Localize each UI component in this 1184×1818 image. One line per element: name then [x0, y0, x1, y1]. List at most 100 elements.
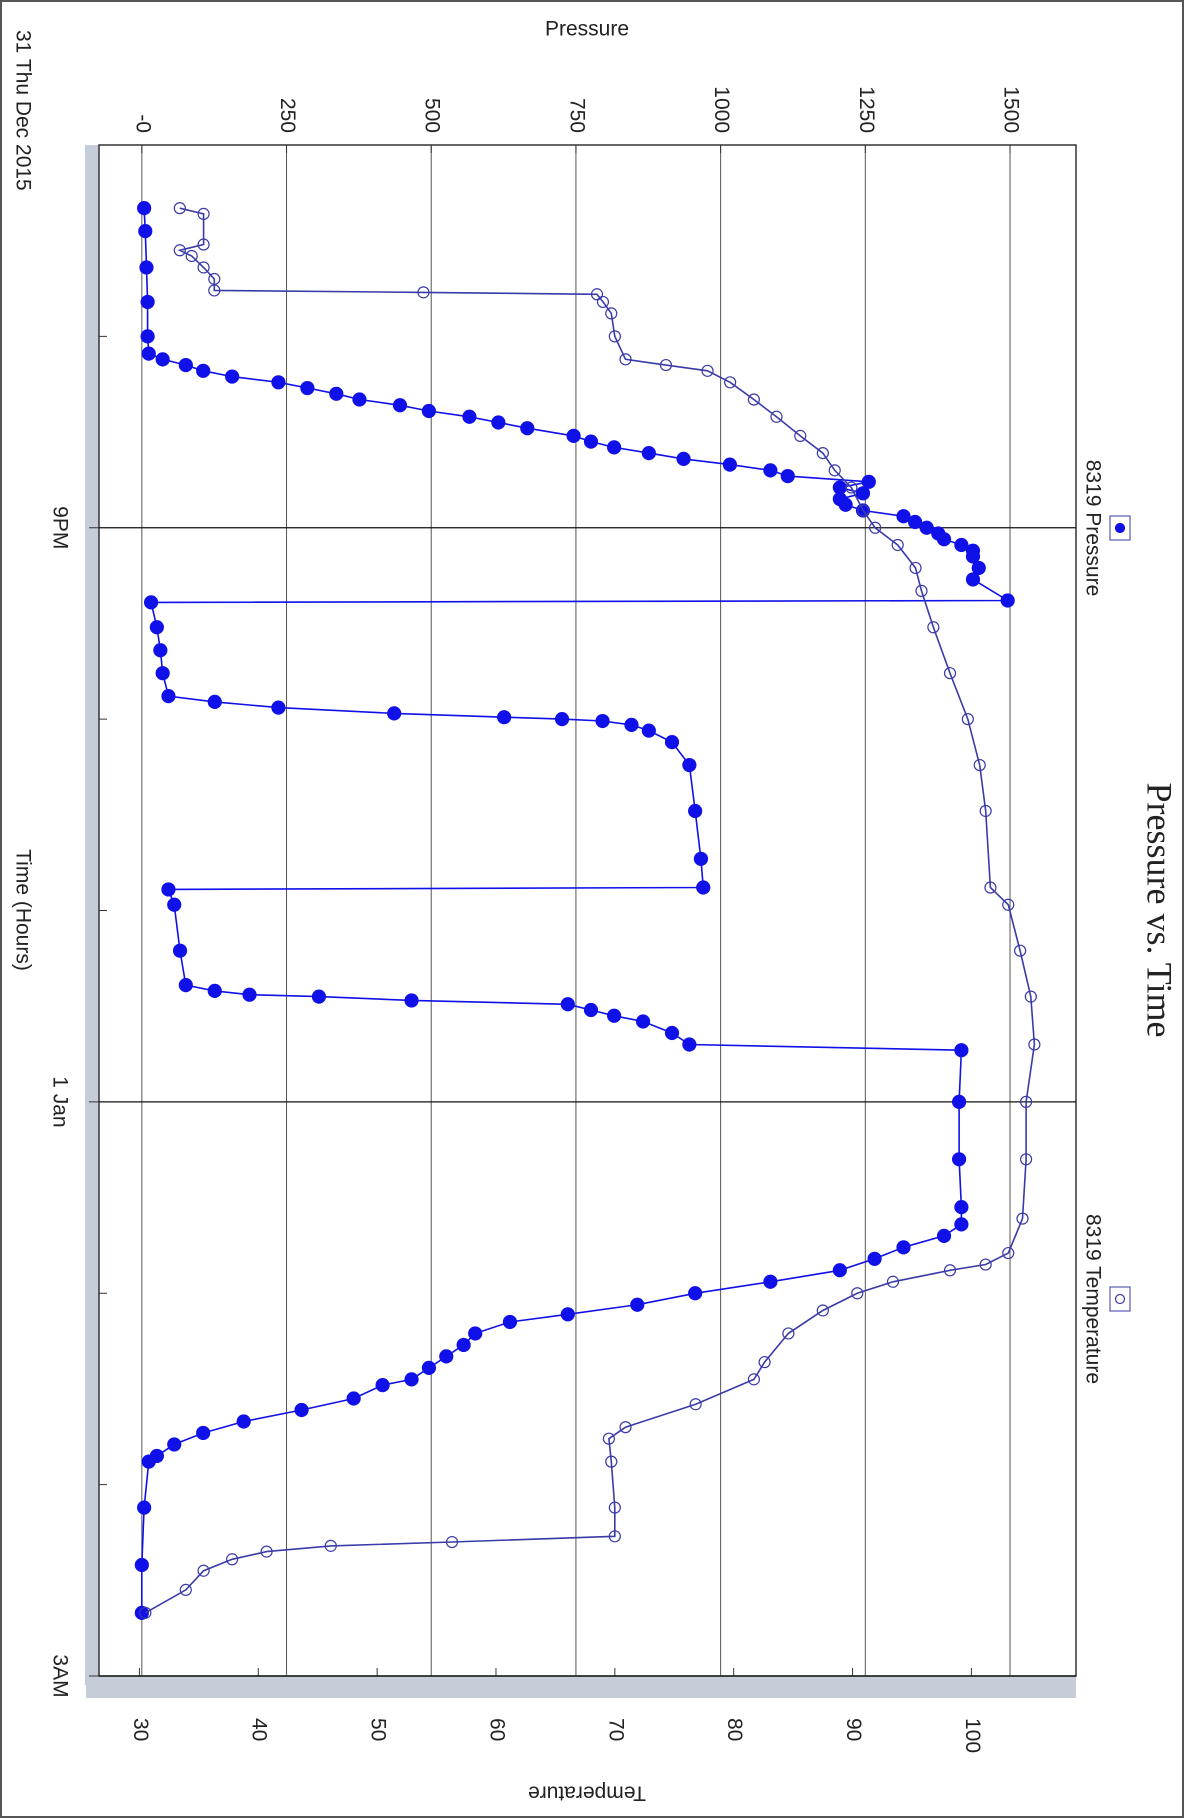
data-point — [943, 667, 957, 680]
data-point — [886, 1275, 900, 1288]
data-point — [161, 882, 176, 897]
y-tick-label: -0 — [131, 114, 154, 133]
data-point — [1000, 593, 1015, 608]
legend-marker — [1114, 1293, 1126, 1305]
data-point — [816, 1304, 829, 1317]
data-point — [1019, 1153, 1033, 1166]
legend-box — [1109, 1286, 1131, 1312]
data-point — [155, 666, 170, 681]
data-point — [172, 943, 188, 958]
data-point — [149, 620, 164, 635]
data-point — [242, 987, 257, 1002]
data-point — [896, 1240, 911, 1255]
data-point — [602, 1432, 615, 1445]
data-point — [226, 1553, 239, 1566]
data-point — [178, 978, 193, 993]
data-point — [607, 1008, 622, 1023]
data-point — [701, 364, 714, 377]
data-point — [375, 1378, 390, 1393]
x-axis-title: Time (Hours) — [11, 849, 34, 971]
data-point — [688, 1286, 703, 1301]
data-point — [421, 1360, 437, 1375]
data-point — [867, 1251, 882, 1266]
data-point — [329, 386, 344, 401]
data-point — [260, 1545, 273, 1558]
data-point — [682, 1037, 697, 1052]
data-point — [468, 1326, 483, 1341]
data-point — [747, 1373, 760, 1386]
data-point — [497, 710, 512, 725]
data-point — [196, 1425, 211, 1441]
data-point — [185, 249, 198, 263]
data-point — [961, 713, 974, 726]
data-point — [236, 1414, 251, 1429]
data-point — [936, 532, 952, 547]
data-point — [861, 474, 876, 489]
y-tick-label: 750 — [565, 98, 588, 133]
data-point — [197, 207, 210, 220]
data-point — [324, 1539, 337, 1552]
data-point — [445, 1535, 459, 1549]
data-point — [560, 1307, 575, 1322]
y-tick-label: 1250 — [855, 86, 878, 133]
data-point — [207, 694, 222, 710]
data-point — [936, 1228, 952, 1243]
data-point — [134, 1605, 149, 1620]
data-point — [596, 295, 610, 309]
y2-tick-label: 60 — [485, 1718, 508, 1741]
data-point — [845, 481, 858, 494]
data-point — [954, 1043, 969, 1058]
legend-label: 8319 Temperature — [1081, 1214, 1104, 1384]
data-point — [722, 457, 737, 472]
data-point — [608, 1501, 621, 1514]
y2-tick-label: 40 — [248, 1718, 271, 1741]
data-point — [954, 1200, 969, 1215]
data-point — [689, 1398, 702, 1411]
data-point — [608, 1530, 621, 1543]
data-point — [456, 1337, 471, 1353]
data-point — [951, 1094, 967, 1109]
data-point — [635, 1014, 651, 1029]
y2-tick-label: 80 — [723, 1718, 746, 1741]
data-point — [583, 1002, 599, 1018]
data-point — [630, 1297, 645, 1312]
data-point — [352, 392, 367, 407]
data-point — [927, 621, 940, 634]
data-point — [838, 497, 853, 512]
data-point — [1016, 1212, 1029, 1225]
data-point — [763, 463, 778, 478]
data-point — [179, 1583, 192, 1596]
data-point — [869, 521, 882, 534]
legend-marker — [1114, 522, 1126, 534]
y2-tick-label: 70 — [604, 1718, 627, 1741]
data-point — [595, 713, 610, 729]
data-point — [387, 706, 402, 721]
data-point — [560, 997, 575, 1012]
y-tick-label: 500 — [421, 98, 444, 133]
data-point — [896, 509, 911, 524]
data-point — [404, 993, 419, 1008]
y2-tick-label: 30 — [129, 1718, 152, 1741]
x-axis-band — [85, 145, 99, 1685]
data-point — [758, 1356, 771, 1369]
y2-tick-label: 90 — [842, 1718, 865, 1741]
data-point — [566, 428, 581, 443]
data-point — [1002, 1246, 1015, 1260]
data-point — [139, 1606, 152, 1619]
data-point — [832, 1263, 847, 1278]
data-point — [608, 330, 621, 343]
data-point — [794, 429, 807, 442]
data-point — [984, 881, 997, 894]
data-point — [747, 393, 760, 406]
data-point — [1019, 1095, 1033, 1108]
data-point — [161, 689, 176, 704]
data-point — [605, 1455, 618, 1468]
y-tick-label: 250 — [276, 98, 299, 133]
data-point — [417, 286, 430, 299]
data-point — [891, 538, 904, 552]
data-point — [583, 434, 599, 449]
data-point — [197, 1564, 210, 1577]
data-point — [857, 504, 870, 517]
data-point — [979, 804, 992, 818]
